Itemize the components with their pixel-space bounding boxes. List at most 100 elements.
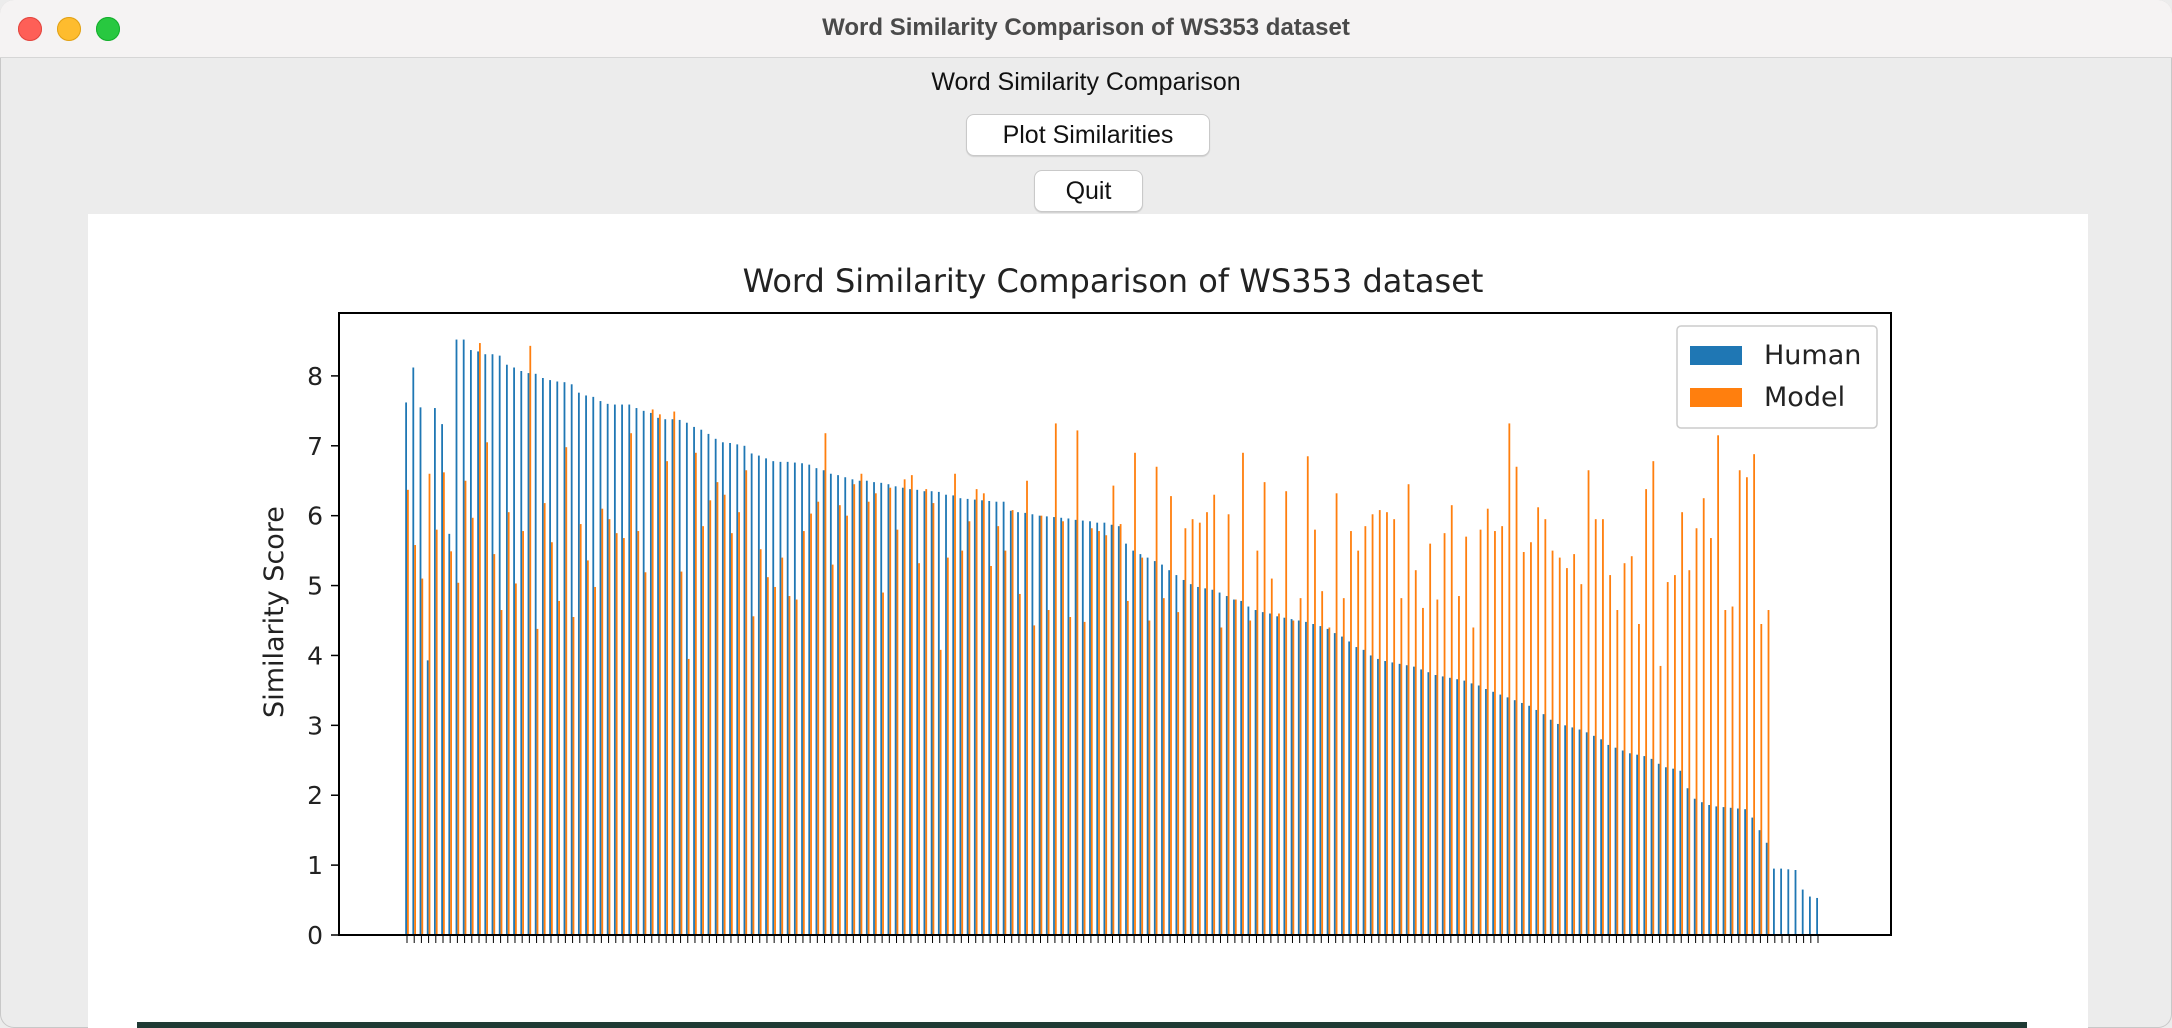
human-bar xyxy=(1297,620,1300,935)
model-bar xyxy=(615,533,618,935)
model-bar xyxy=(1155,466,1158,935)
model-bar xyxy=(1767,610,1770,935)
model-bar xyxy=(860,473,863,935)
human-bar xyxy=(1175,575,1178,935)
model-bar xyxy=(1299,598,1302,935)
model-bar xyxy=(1666,582,1669,935)
model-bar xyxy=(1479,529,1482,935)
human-bar xyxy=(1650,758,1653,935)
model-bar xyxy=(586,560,589,935)
model-bar xyxy=(1126,600,1129,935)
human-bar xyxy=(549,380,551,936)
model-bar xyxy=(1242,452,1244,935)
model-bar xyxy=(1494,531,1496,935)
plot-similarities-button[interactable]: Plot Similarities xyxy=(966,114,1210,156)
human-bar xyxy=(1434,675,1437,935)
model-bar xyxy=(464,480,467,935)
human-bar xyxy=(1593,735,1595,935)
human-bar xyxy=(1319,626,1322,935)
close-window-button[interactable] xyxy=(18,17,42,41)
model-bar xyxy=(817,501,820,935)
model-bar xyxy=(925,489,928,935)
model-bar xyxy=(442,472,445,935)
human-bar xyxy=(671,419,674,935)
human-bar xyxy=(577,392,580,935)
model-bar xyxy=(1040,515,1043,935)
human-bar xyxy=(1398,663,1401,935)
human-bar xyxy=(556,381,559,935)
human-bar xyxy=(1089,521,1091,935)
model-bar xyxy=(1335,493,1338,935)
model-bar xyxy=(471,517,474,935)
human-bar xyxy=(1787,869,1790,935)
human-bar xyxy=(1384,661,1387,935)
human-bar xyxy=(419,407,422,936)
y-axis: 0 1 2 3 4 5 6 7 8 xyxy=(307,362,339,950)
quit-button[interactable]: Quit xyxy=(1034,170,1143,212)
human-bar xyxy=(1254,610,1257,935)
model-bar xyxy=(579,524,582,935)
human-bar xyxy=(1506,697,1509,935)
model-bar xyxy=(824,433,827,935)
human-bar xyxy=(1463,680,1466,935)
model-bar xyxy=(1105,535,1108,935)
model-bar xyxy=(1018,593,1021,935)
model-bar xyxy=(1371,514,1374,935)
human-bar xyxy=(657,417,659,935)
model-bar xyxy=(723,494,726,935)
human-bar xyxy=(1679,770,1682,935)
human-bar xyxy=(484,354,487,935)
model-bar xyxy=(687,658,690,935)
human-bar xyxy=(786,461,789,935)
model-bar xyxy=(1537,507,1540,935)
human-bar xyxy=(1801,889,1804,935)
human-bar xyxy=(837,475,839,935)
human-bar xyxy=(707,433,710,935)
human-bar xyxy=(880,482,883,935)
legend-swatch-model xyxy=(1690,388,1742,407)
human-bar xyxy=(966,498,969,935)
human-bar xyxy=(585,395,587,936)
human-bar xyxy=(628,404,631,935)
human-bar xyxy=(844,477,847,935)
human-bar xyxy=(405,402,407,935)
model-bar xyxy=(1234,599,1237,935)
model-bar xyxy=(1062,521,1064,935)
human-bar xyxy=(1470,683,1473,935)
human-bar xyxy=(1557,723,1559,935)
human-bar xyxy=(534,373,537,935)
model-bar xyxy=(450,551,452,935)
model-bar xyxy=(997,526,1000,935)
model-bar xyxy=(601,508,604,935)
human-bar xyxy=(1686,788,1689,935)
human-bar xyxy=(1153,561,1156,935)
human-bar xyxy=(714,438,717,935)
model-bar xyxy=(1270,578,1273,935)
human-bar xyxy=(1276,616,1279,935)
human-bar xyxy=(1261,612,1264,935)
human-bar xyxy=(1391,662,1394,935)
human-bar xyxy=(1211,589,1214,935)
model-bar xyxy=(1501,526,1504,935)
human-bar xyxy=(1542,714,1545,935)
human-bar xyxy=(606,403,609,936)
model-bar xyxy=(608,519,611,935)
model-bar xyxy=(1033,625,1036,935)
model-bar xyxy=(1177,612,1180,935)
legend: Human Model xyxy=(1676,325,1878,429)
model-bar xyxy=(961,550,964,935)
model-bar xyxy=(1450,505,1453,935)
model-bar xyxy=(1472,627,1475,935)
model-bar xyxy=(414,545,416,935)
model-bar xyxy=(975,489,978,935)
model-bar xyxy=(1342,598,1345,935)
human-bar xyxy=(664,419,667,935)
model-bar xyxy=(1515,466,1518,935)
human-bar xyxy=(1737,808,1739,935)
human-bar xyxy=(1485,689,1487,935)
human-bar xyxy=(599,401,602,935)
model-bar xyxy=(1098,531,1100,935)
zoom-window-button[interactable] xyxy=(96,17,120,41)
minimize-window-button[interactable] xyxy=(57,17,81,41)
y-tick-label: 7 xyxy=(307,432,323,461)
